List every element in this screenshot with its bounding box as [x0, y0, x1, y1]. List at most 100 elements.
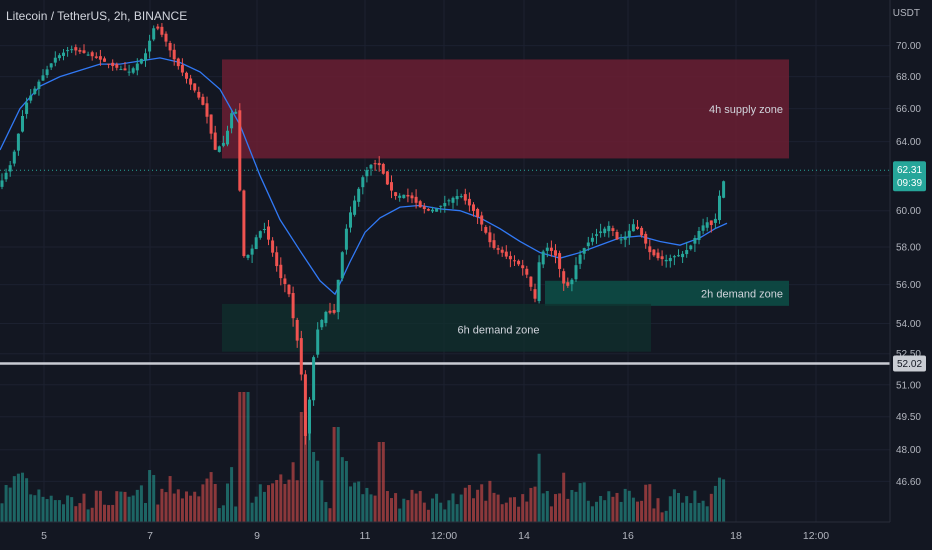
candle[interactable]: [361, 177, 365, 188]
candle[interactable]: [127, 71, 131, 73]
candle[interactable]: [570, 279, 574, 285]
candle[interactable]: [25, 102, 29, 114]
candle[interactable]: [57, 55, 61, 59]
candle[interactable]: [537, 262, 541, 302]
candle[interactable]: [94, 56, 98, 58]
candle[interactable]: [439, 205, 443, 207]
candle[interactable]: [623, 236, 627, 240]
candle[interactable]: [336, 279, 340, 313]
candle[interactable]: [303, 374, 307, 436]
candle[interactable]: [49, 63, 53, 68]
candle[interactable]: [308, 399, 311, 434]
candle[interactable]: [660, 256, 664, 260]
candle[interactable]: [365, 170, 369, 177]
candle[interactable]: [98, 56, 102, 60]
candle[interactable]: [238, 110, 242, 191]
candle[interactable]: [209, 114, 213, 134]
candle[interactable]: [402, 194, 406, 199]
candle[interactable]: [480, 215, 484, 225]
candle[interactable]: [0, 180, 4, 187]
candle[interactable]: [328, 310, 332, 313]
candle[interactable]: [681, 253, 685, 258]
candle[interactable]: [525, 268, 529, 275]
candle[interactable]: [234, 111, 238, 114]
candle[interactable]: [156, 26, 160, 29]
candle[interactable]: [160, 26, 164, 35]
candle[interactable]: [599, 231, 603, 233]
candle[interactable]: [230, 113, 234, 129]
candle[interactable]: [111, 62, 115, 67]
candle[interactable]: [722, 181, 726, 198]
candle[interactable]: [410, 195, 414, 199]
candle[interactable]: [431, 209, 434, 212]
candle[interactable]: [627, 230, 631, 237]
candle[interactable]: [103, 58, 106, 62]
candle[interactable]: [459, 196, 463, 198]
candle[interactable]: [677, 255, 680, 257]
supply-zone[interactable]: [222, 59, 789, 159]
candle[interactable]: [16, 133, 20, 151]
candle[interactable]: [197, 91, 201, 98]
candle[interactable]: [119, 69, 123, 71]
candle[interactable]: [295, 319, 299, 341]
candle[interactable]: [131, 68, 135, 73]
candle[interactable]: [316, 329, 320, 355]
candle[interactable]: [258, 231, 262, 238]
candle[interactable]: [513, 260, 516, 262]
candle[interactable]: [90, 52, 94, 57]
candle[interactable]: [37, 81, 41, 89]
candle[interactable]: [12, 151, 16, 164]
candle[interactable]: [496, 248, 500, 250]
candle[interactable]: [631, 224, 635, 232]
candle[interactable]: [180, 64, 184, 73]
candle[interactable]: [189, 78, 193, 85]
candle[interactable]: [377, 163, 381, 166]
candle[interactable]: [221, 142, 225, 146]
candle[interactable]: [320, 319, 324, 328]
candle[interactable]: [213, 132, 217, 150]
candle[interactable]: [685, 250, 689, 255]
candle[interactable]: [664, 259, 668, 262]
candle[interactable]: [558, 253, 562, 269]
candle[interactable]: [484, 227, 488, 233]
candle[interactable]: [541, 251, 545, 265]
candle[interactable]: [582, 248, 586, 254]
candle[interactable]: [62, 52, 65, 56]
candle[interactable]: [611, 228, 615, 231]
candle[interactable]: [447, 200, 451, 202]
candle[interactable]: [529, 276, 533, 287]
candle[interactable]: [689, 245, 693, 250]
candle[interactable]: [578, 254, 582, 264]
candle[interactable]: [29, 95, 33, 101]
candle[interactable]: [586, 242, 590, 247]
candle[interactable]: [267, 226, 270, 240]
candle[interactable]: [615, 231, 619, 240]
candle[interactable]: [164, 33, 168, 42]
candle[interactable]: [369, 164, 373, 169]
candle[interactable]: [517, 260, 521, 265]
candle[interactable]: [8, 165, 12, 172]
candle[interactable]: [168, 42, 172, 51]
candle[interactable]: [381, 163, 385, 174]
candle[interactable]: [135, 63, 139, 71]
candle[interactable]: [619, 239, 623, 241]
candle[interactable]: [709, 220, 713, 226]
candle[interactable]: [545, 247, 549, 251]
candle[interactable]: [488, 232, 492, 243]
candle[interactable]: [508, 255, 512, 260]
candle[interactable]: [74, 47, 78, 51]
candle[interactable]: [554, 250, 557, 256]
candle[interactable]: [279, 264, 283, 279]
candle[interactable]: [205, 103, 209, 117]
candle[interactable]: [394, 192, 398, 196]
candle[interactable]: [467, 198, 471, 206]
candle[interactable]: [41, 75, 45, 81]
candle[interactable]: [353, 200, 357, 215]
candle[interactable]: [271, 240, 275, 253]
candle[interactable]: [312, 357, 316, 401]
candle[interactable]: [254, 237, 258, 250]
candle[interactable]: [148, 40, 152, 52]
candle[interactable]: [123, 68, 127, 71]
